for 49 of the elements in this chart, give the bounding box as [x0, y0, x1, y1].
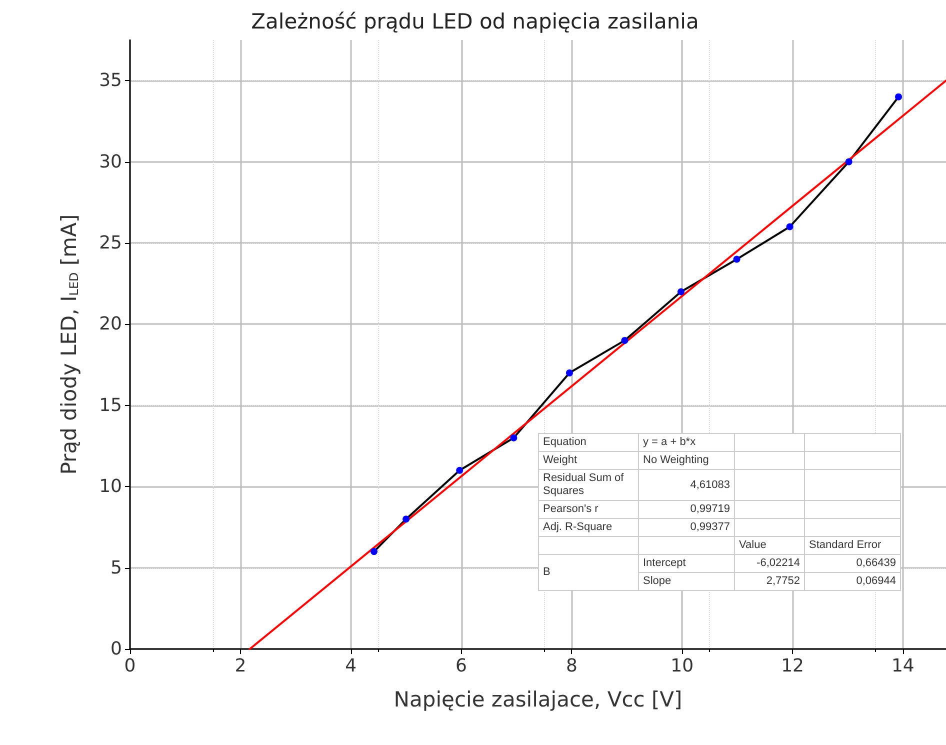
point [895, 93, 902, 100]
annotation: -6,02214 [734, 554, 804, 572]
point [402, 516, 410, 523]
x-tick-label: 4 [345, 656, 357, 676]
point [456, 466, 464, 474]
annotation: 4,61083 [638, 470, 734, 500]
x-tick-label: 12 [781, 656, 804, 676]
y-tick-label: 0 [110, 638, 122, 660]
y-tick-label: 35 [99, 70, 122, 92]
point [566, 369, 573, 376]
point [733, 256, 740, 263]
chart-title: Zależność prądu LED od napięcia zasilania [251, 10, 699, 34]
point [845, 158, 852, 166]
annotation: Standard Error [804, 536, 900, 554]
annotation: Weight [538, 452, 638, 470]
y-tick-label: 5 [110, 557, 122, 578]
annotation: Intercept [638, 554, 734, 572]
y-tick-label: 15 [99, 394, 122, 416]
x-axis-title: Napięcie zasilajace, Vcc [V] [394, 688, 682, 712]
point [678, 288, 684, 296]
x-tick-label: 2 [234, 656, 246, 676]
annotation: B [538, 554, 638, 590]
x-tick-label: 14 [891, 656, 914, 676]
x-tick-label: 8 [566, 656, 578, 676]
annotation: Equation [538, 434, 638, 452]
annotation: 2,7752 [734, 572, 804, 590]
annotation: No Weighting [638, 452, 734, 470]
y-tick-label: 30 [99, 151, 122, 172]
annotation: y = a + b*x [638, 434, 734, 452]
y-tick-label: 20 [99, 314, 122, 335]
annotation: 0,99719 [638, 500, 734, 518]
point [370, 548, 378, 556]
annotation: Adj. R-Square [538, 518, 638, 536]
annotation: 0,06944 [804, 572, 900, 590]
x-tick-label: 6 [456, 656, 467, 676]
annotation: Residual Sum of Squares [538, 470, 638, 500]
x-tick-label: 0 [124, 656, 136, 676]
annotation: 0,66439 [804, 554, 900, 572]
y-axis-title: Prąd diody LED, ILED [mA] [57, 214, 81, 475]
annotation: 0,99377 [638, 518, 734, 536]
annotation: Value [734, 536, 804, 554]
annotation: Slope [638, 572, 734, 590]
point [510, 434, 518, 442]
annotation: Pearson's r [538, 500, 638, 518]
point [621, 336, 628, 344]
point [786, 223, 794, 230]
y-tick-label: 25 [99, 232, 122, 254]
y-tick-label: 10 [99, 476, 122, 498]
x-tick-label: 10 [670, 656, 694, 676]
